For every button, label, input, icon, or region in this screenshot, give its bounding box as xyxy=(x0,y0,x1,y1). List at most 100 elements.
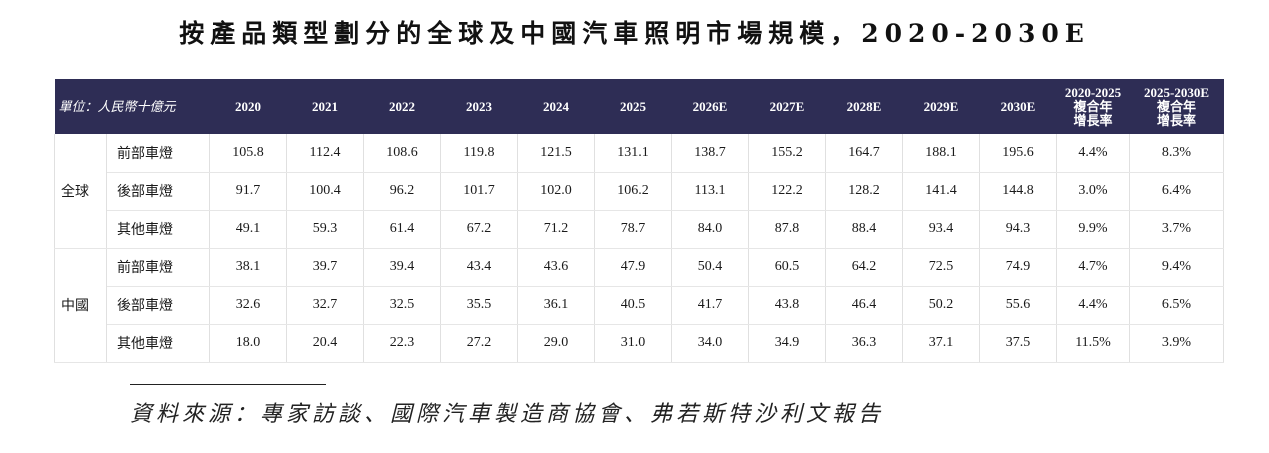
value-cell: 119.8 xyxy=(440,134,519,173)
value-cell: 64.2 xyxy=(825,248,904,287)
value-cell: 20.4 xyxy=(286,324,365,363)
value-cell: 3.7% xyxy=(1129,210,1225,249)
value-cell: 43.8 xyxy=(748,286,827,325)
year-header: 2025 xyxy=(594,79,673,134)
value-cell: 74.9 xyxy=(979,248,1058,287)
value-cell: 32.6 xyxy=(209,286,288,325)
cagr-header-period: 2020-2025 xyxy=(1064,84,1122,100)
value-cell: 8.3% xyxy=(1129,134,1225,173)
category-label: 後部車燈 xyxy=(106,286,211,325)
category-label: 其他車燈 xyxy=(106,210,211,249)
value-cell: 101.7 xyxy=(440,172,519,211)
value-cell: 144.8 xyxy=(979,172,1058,211)
value-cell: 4.4% xyxy=(1056,134,1131,173)
source-note: 資料來源：專家訪談、國際汽車製造商協會、弗若斯特沙利文報告 xyxy=(130,402,885,427)
value-cell: 32.7 xyxy=(286,286,365,325)
year-header: 2024 xyxy=(517,79,596,134)
region-label: 中國 xyxy=(54,248,107,363)
value-cell: 36.1 xyxy=(517,286,596,325)
value-cell: 3.9% xyxy=(1129,324,1225,363)
category-label: 前部車燈 xyxy=(106,248,211,287)
value-cell: 71.2 xyxy=(517,210,596,249)
value-cell: 9.4% xyxy=(1129,248,1225,287)
value-cell: 59.3 xyxy=(286,210,365,249)
year-header: 2029E xyxy=(902,79,981,134)
year-header: 2030E xyxy=(979,79,1058,134)
table-row: 中國 前部車燈 38.1 39.7 39.4 43.4 43.6 47.9 50.4 60.5 64… xyxy=(54,248,1225,363)
value-cell: 40.5 xyxy=(594,286,673,325)
value-cell: 195.6 xyxy=(979,134,1058,173)
cagr-header: 2020-2025 複合年 增長率 xyxy=(1056,79,1131,134)
value-cell: 6.4% xyxy=(1129,172,1225,211)
table-header-row: 單位：人民幣十億元 2020 2021 2022 2023 2024 2025 2026E 2… xyxy=(54,79,1225,134)
value-cell: 84.0 xyxy=(671,210,750,249)
market-size-table: 單位：人民幣十億元 2020 2021 2022 2023 2024 2025 2026E 2… xyxy=(54,79,1225,363)
value-cell: 55.6 xyxy=(979,286,1058,325)
year-header: 2022 xyxy=(363,79,442,134)
cagr-header-line2: 增長率 xyxy=(1073,112,1113,128)
value-cell: 29.0 xyxy=(517,324,596,363)
value-cell: 91.7 xyxy=(209,172,288,211)
value-cell: 6.5% xyxy=(1129,286,1225,325)
value-cell: 27.2 xyxy=(440,324,519,363)
value-cell: 9.9% xyxy=(1056,210,1131,249)
year-header: 2020 xyxy=(209,79,288,134)
value-cell: 113.1 xyxy=(671,172,750,211)
unit-label: 單位：人民幣十億元 xyxy=(54,79,211,134)
cagr-header-period: 2025-2030E xyxy=(1144,84,1210,100)
category-label: 其他車燈 xyxy=(106,324,211,363)
value-cell: 67.2 xyxy=(440,210,519,249)
value-cell: 35.5 xyxy=(440,286,519,325)
value-cell: 50.2 xyxy=(902,286,981,325)
value-cell: 34.0 xyxy=(671,324,750,363)
page-title: 按產品類型劃分的全球及中國汽車照明市場規模，2020-2030E xyxy=(179,19,1090,48)
category-label: 前部車燈 xyxy=(106,134,211,173)
year-header: 2026E xyxy=(671,79,750,134)
year-header: 2028E xyxy=(825,79,904,134)
value-cell: 78.7 xyxy=(594,210,673,249)
value-cell: 88.4 xyxy=(825,210,904,249)
value-cell: 32.5 xyxy=(363,286,442,325)
value-cell: 4.4% xyxy=(1056,286,1131,325)
value-cell: 102.0 xyxy=(517,172,596,211)
value-cell: 61.4 xyxy=(363,210,442,249)
value-cell: 37.1 xyxy=(902,324,981,363)
value-cell: 128.2 xyxy=(825,172,904,211)
value-cell: 4.7% xyxy=(1056,248,1131,287)
value-cell: 50.4 xyxy=(671,248,750,287)
value-cell: 41.7 xyxy=(671,286,750,325)
value-cell: 108.6 xyxy=(363,134,442,173)
source-divider xyxy=(130,384,326,385)
value-cell: 72.5 xyxy=(902,248,981,287)
table-row: 其他車燈 18.0 20.4 22.3 27.2 29.0 31.0 34.0 34.9 36.3… xyxy=(55,324,1225,363)
value-cell: 39.7 xyxy=(286,248,365,287)
value-cell: 22.3 xyxy=(363,324,442,363)
table-row: 後部車燈 91.7 100.4 96.2 101.7 102.0 106.2 113.1 122… xyxy=(55,172,1225,211)
cagr-header-line2: 增長率 xyxy=(1157,112,1197,128)
value-cell: 105.8 xyxy=(209,134,288,173)
year-header: 2027E xyxy=(748,79,827,134)
value-cell: 87.8 xyxy=(748,210,827,249)
value-cell: 94.3 xyxy=(979,210,1058,249)
table-row: 其他車燈 49.1 59.3 61.4 67.2 71.2 78.7 84.0 87.8 88.4… xyxy=(55,210,1225,249)
value-cell: 188.1 xyxy=(902,134,981,173)
value-cell: 39.4 xyxy=(363,248,442,287)
table-row: 後部車燈 32.6 32.7 32.5 35.5 36.1 40.5 41.7 43.8 46.4… xyxy=(55,286,1225,325)
value-cell: 121.5 xyxy=(517,134,596,173)
value-cell: 3.0% xyxy=(1056,172,1131,211)
value-cell: 164.7 xyxy=(825,134,904,173)
value-cell: 11.5% xyxy=(1056,324,1131,363)
value-cell: 138.7 xyxy=(671,134,750,173)
cagr-header-line1: 複合年 xyxy=(1073,98,1113,114)
value-cell: 93.4 xyxy=(902,210,981,249)
value-cell: 34.9 xyxy=(748,324,827,363)
value-cell: 131.1 xyxy=(594,134,673,173)
value-cell: 31.0 xyxy=(594,324,673,363)
value-cell: 43.6 xyxy=(517,248,596,287)
value-cell: 18.0 xyxy=(209,324,288,363)
value-cell: 100.4 xyxy=(286,172,365,211)
cagr-header-line1: 複合年 xyxy=(1157,98,1197,114)
value-cell: 106.2 xyxy=(594,172,673,211)
value-cell: 46.4 xyxy=(825,286,904,325)
value-cell: 38.1 xyxy=(209,248,288,287)
